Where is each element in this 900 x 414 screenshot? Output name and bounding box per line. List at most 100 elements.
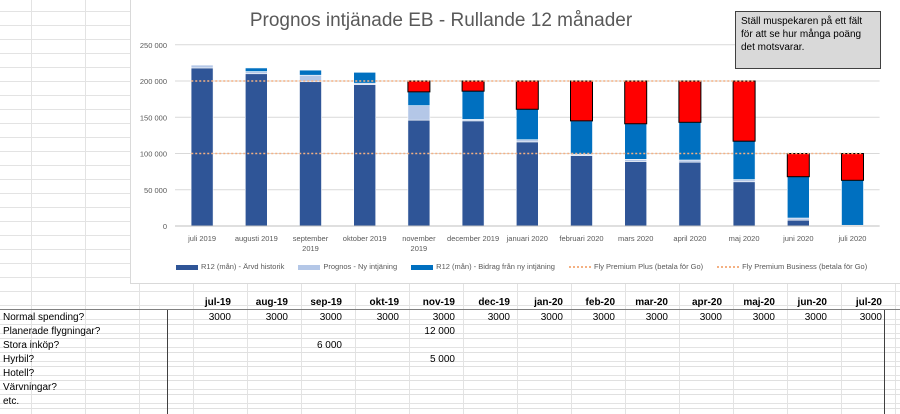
chart[interactable]: Prognos intjänade EB - Rullande 12 månad… (130, 0, 900, 284)
bar-segment (786, 176, 810, 219)
instruction-note: Ställ muspekaren på ett fält för att se … (735, 11, 881, 69)
table-cell[interactable]: 3000 (319, 312, 342, 323)
legend-label: R12 (mån) - Bidrag från ny intjäning (436, 262, 555, 271)
row-label[interactable]: Värvningar? (3, 382, 57, 393)
bar-segment (299, 69, 322, 76)
table-cell[interactable]: 3000 (752, 312, 775, 323)
x-tick-label: juli 2020 (838, 234, 867, 243)
x-tick-label: juni 2020 (782, 234, 813, 243)
legend-swatch (176, 264, 198, 270)
chart-legend: R12 (mån) - Ärvd historik Prognos - Ny i… (176, 262, 867, 271)
bar-segment (515, 108, 539, 141)
column-header[interactable]: maj-20 (743, 297, 775, 308)
column-header[interactable]: nov-19 (422, 297, 455, 308)
legend-item-bidrag: R12 (mån) - Bidrag från ny intjäning (411, 262, 555, 271)
table-cell[interactable]: 3000 (645, 312, 668, 323)
chart-title: Prognos intjänade EB - Rullande 12 månad… (249, 10, 633, 31)
table-divider (167, 310, 168, 414)
table-cell[interactable]: 3000 (592, 312, 615, 323)
bar-segment (407, 105, 431, 121)
bar-segment (624, 161, 648, 227)
bar-segment (678, 159, 702, 163)
row-label[interactable]: Normal spending? (3, 312, 85, 323)
legend-label: Prognos - Ny intjäning (323, 262, 398, 271)
column-header[interactable]: jul-20 (855, 297, 882, 308)
x-tick-label: februari 2020 (559, 234, 603, 243)
table-cell[interactable]: 3000 (432, 312, 455, 323)
legend-swatch (717, 266, 740, 269)
column-header[interactable]: feb-20 (585, 297, 615, 308)
table-cell[interactable]: 3000 (376, 312, 399, 323)
table-row: etc. (0, 395, 900, 409)
bar-segment (570, 120, 593, 155)
bar-segment (678, 80, 702, 123)
bar-segment (299, 74, 322, 83)
bar-segment (732, 80, 756, 142)
bar-segment (841, 153, 864, 181)
table-cell[interactable]: 3000 (265, 312, 288, 323)
column-header[interactable]: aug-19 (255, 297, 288, 308)
bar-segment (461, 90, 485, 120)
legend-item-history: R12 (mån) - Ärvd historik (176, 262, 284, 271)
bar-segment (786, 219, 810, 227)
column-header[interactable]: mar-20 (635, 297, 668, 308)
legend-swatch (298, 264, 321, 270)
table-cell[interactable]: 5 000 (429, 354, 455, 365)
x-tick-label: augusti 2019 (235, 234, 278, 243)
column-header[interactable]: okt-19 (369, 297, 399, 308)
x-tick-label: december 2019 (447, 234, 499, 243)
column-header[interactable]: jun-20 (797, 297, 827, 308)
legend-swatch (568, 266, 591, 269)
bar-segment (515, 139, 539, 143)
x-tick-label: 2019 (411, 244, 428, 253)
legend-label: Fly Premium Plus (betala för Go) (593, 262, 704, 271)
y-tick-label: 100 000 (140, 150, 167, 159)
column-header[interactable]: jan-20 (534, 297, 563, 308)
table-cell[interactable]: 6 000 (316, 340, 342, 351)
bar-segment (407, 119, 431, 227)
chart-plot: 0 50 000 100 000 150 000 200 000 250 000 juli … (140, 41, 880, 253)
legend-item-premium-business: Fly Premium Business (betala för Go) (717, 262, 867, 271)
table-row: Hyrbil? 5 000 (0, 353, 900, 367)
bar-segment (732, 181, 756, 227)
row-label[interactable]: Hyrbil? (3, 354, 35, 365)
table-row: Planerade flygningar? 12 000 (0, 325, 900, 339)
column-header[interactable]: apr-20 (691, 297, 722, 308)
column-header[interactable]: jul-19 (204, 297, 231, 308)
x-tick-label: maj 2020 (729, 234, 760, 243)
table-row: Hotell? (0, 367, 900, 381)
bar-segment (245, 67, 268, 72)
table-row: Stora inköp? 6 000 (0, 339, 900, 353)
bar-segment (515, 80, 539, 110)
bar-segment (570, 155, 593, 227)
bar-segment (245, 73, 268, 227)
row-label[interactable]: Stora inköp? (3, 340, 60, 351)
bar-segment (407, 91, 431, 106)
y-tick-label: 250 000 (140, 41, 167, 50)
bar-segment (190, 67, 214, 227)
bar-segment (515, 141, 539, 227)
table-cell[interactable]: 3000 (208, 312, 231, 323)
row-label[interactable]: Planerade flygningar? (3, 326, 101, 337)
table-cell[interactable]: 3000 (804, 312, 827, 323)
y-tick-label: 200 000 (140, 77, 167, 86)
row-label[interactable]: Hotell? (3, 368, 35, 379)
bar-segment (678, 161, 702, 227)
table-row: Normal spending? 3000 3000 3000 3000 3000 3000… (0, 311, 900, 325)
x-tick-label: juli 2019 (187, 234, 216, 243)
column-header[interactable]: dec-19 (478, 297, 510, 308)
table-cell[interactable]: 3000 (859, 312, 882, 323)
x-tick-label: november (402, 234, 436, 243)
table-header-row: jul-19 aug-19 sep-19 okt-19 nov-19 dec-19 jan-… (0, 296, 900, 310)
column-header[interactable]: sep-19 (310, 297, 342, 308)
table-cell[interactable]: 3000 (540, 312, 563, 323)
table-cell[interactable]: 3000 (487, 312, 510, 323)
row-label[interactable]: etc. (3, 396, 20, 407)
table-divider (884, 310, 885, 414)
x-tick-label: januari 2020 (506, 234, 548, 243)
legend-label: R12 (mån) - Ärvd historik (201, 262, 285, 271)
y-tick-label: 150 000 (140, 113, 167, 122)
table-cell[interactable]: 3000 (699, 312, 722, 323)
bar-segment (407, 80, 431, 93)
table-cell[interactable]: 12 000 (424, 326, 455, 337)
